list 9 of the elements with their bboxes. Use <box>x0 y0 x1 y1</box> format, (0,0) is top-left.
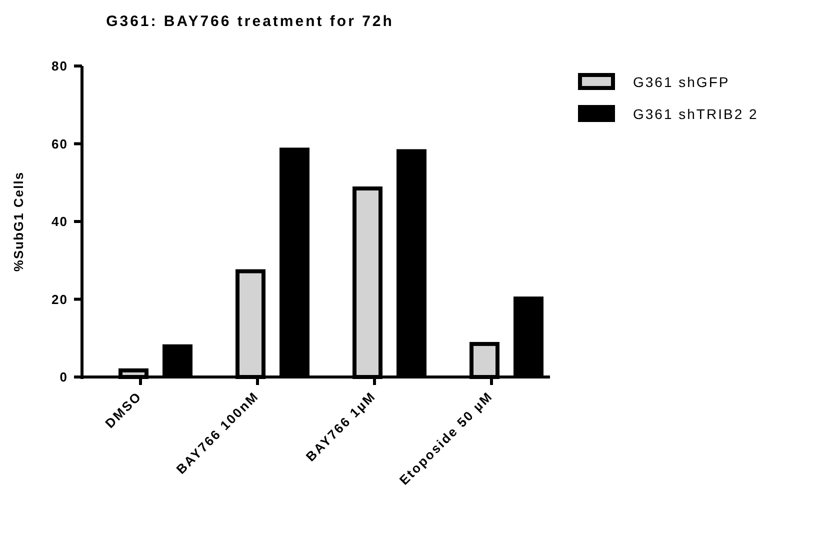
y-tick-label: 0 <box>60 370 68 385</box>
legend-label: G361 shGFP <box>633 74 730 90</box>
legend-label: G361 shTRIB2 2 <box>633 106 758 122</box>
y-axis-title: %SubG1 Cells <box>11 171 26 272</box>
y-tick-label: 40 <box>52 214 68 230</box>
y-tick-label: 60 <box>52 136 68 152</box>
chart-title: G361: BAY766 treatment for 72h <box>106 13 394 30</box>
y-tick-label: 80 <box>52 58 68 74</box>
y-tick-label: 20 <box>52 292 68 307</box>
